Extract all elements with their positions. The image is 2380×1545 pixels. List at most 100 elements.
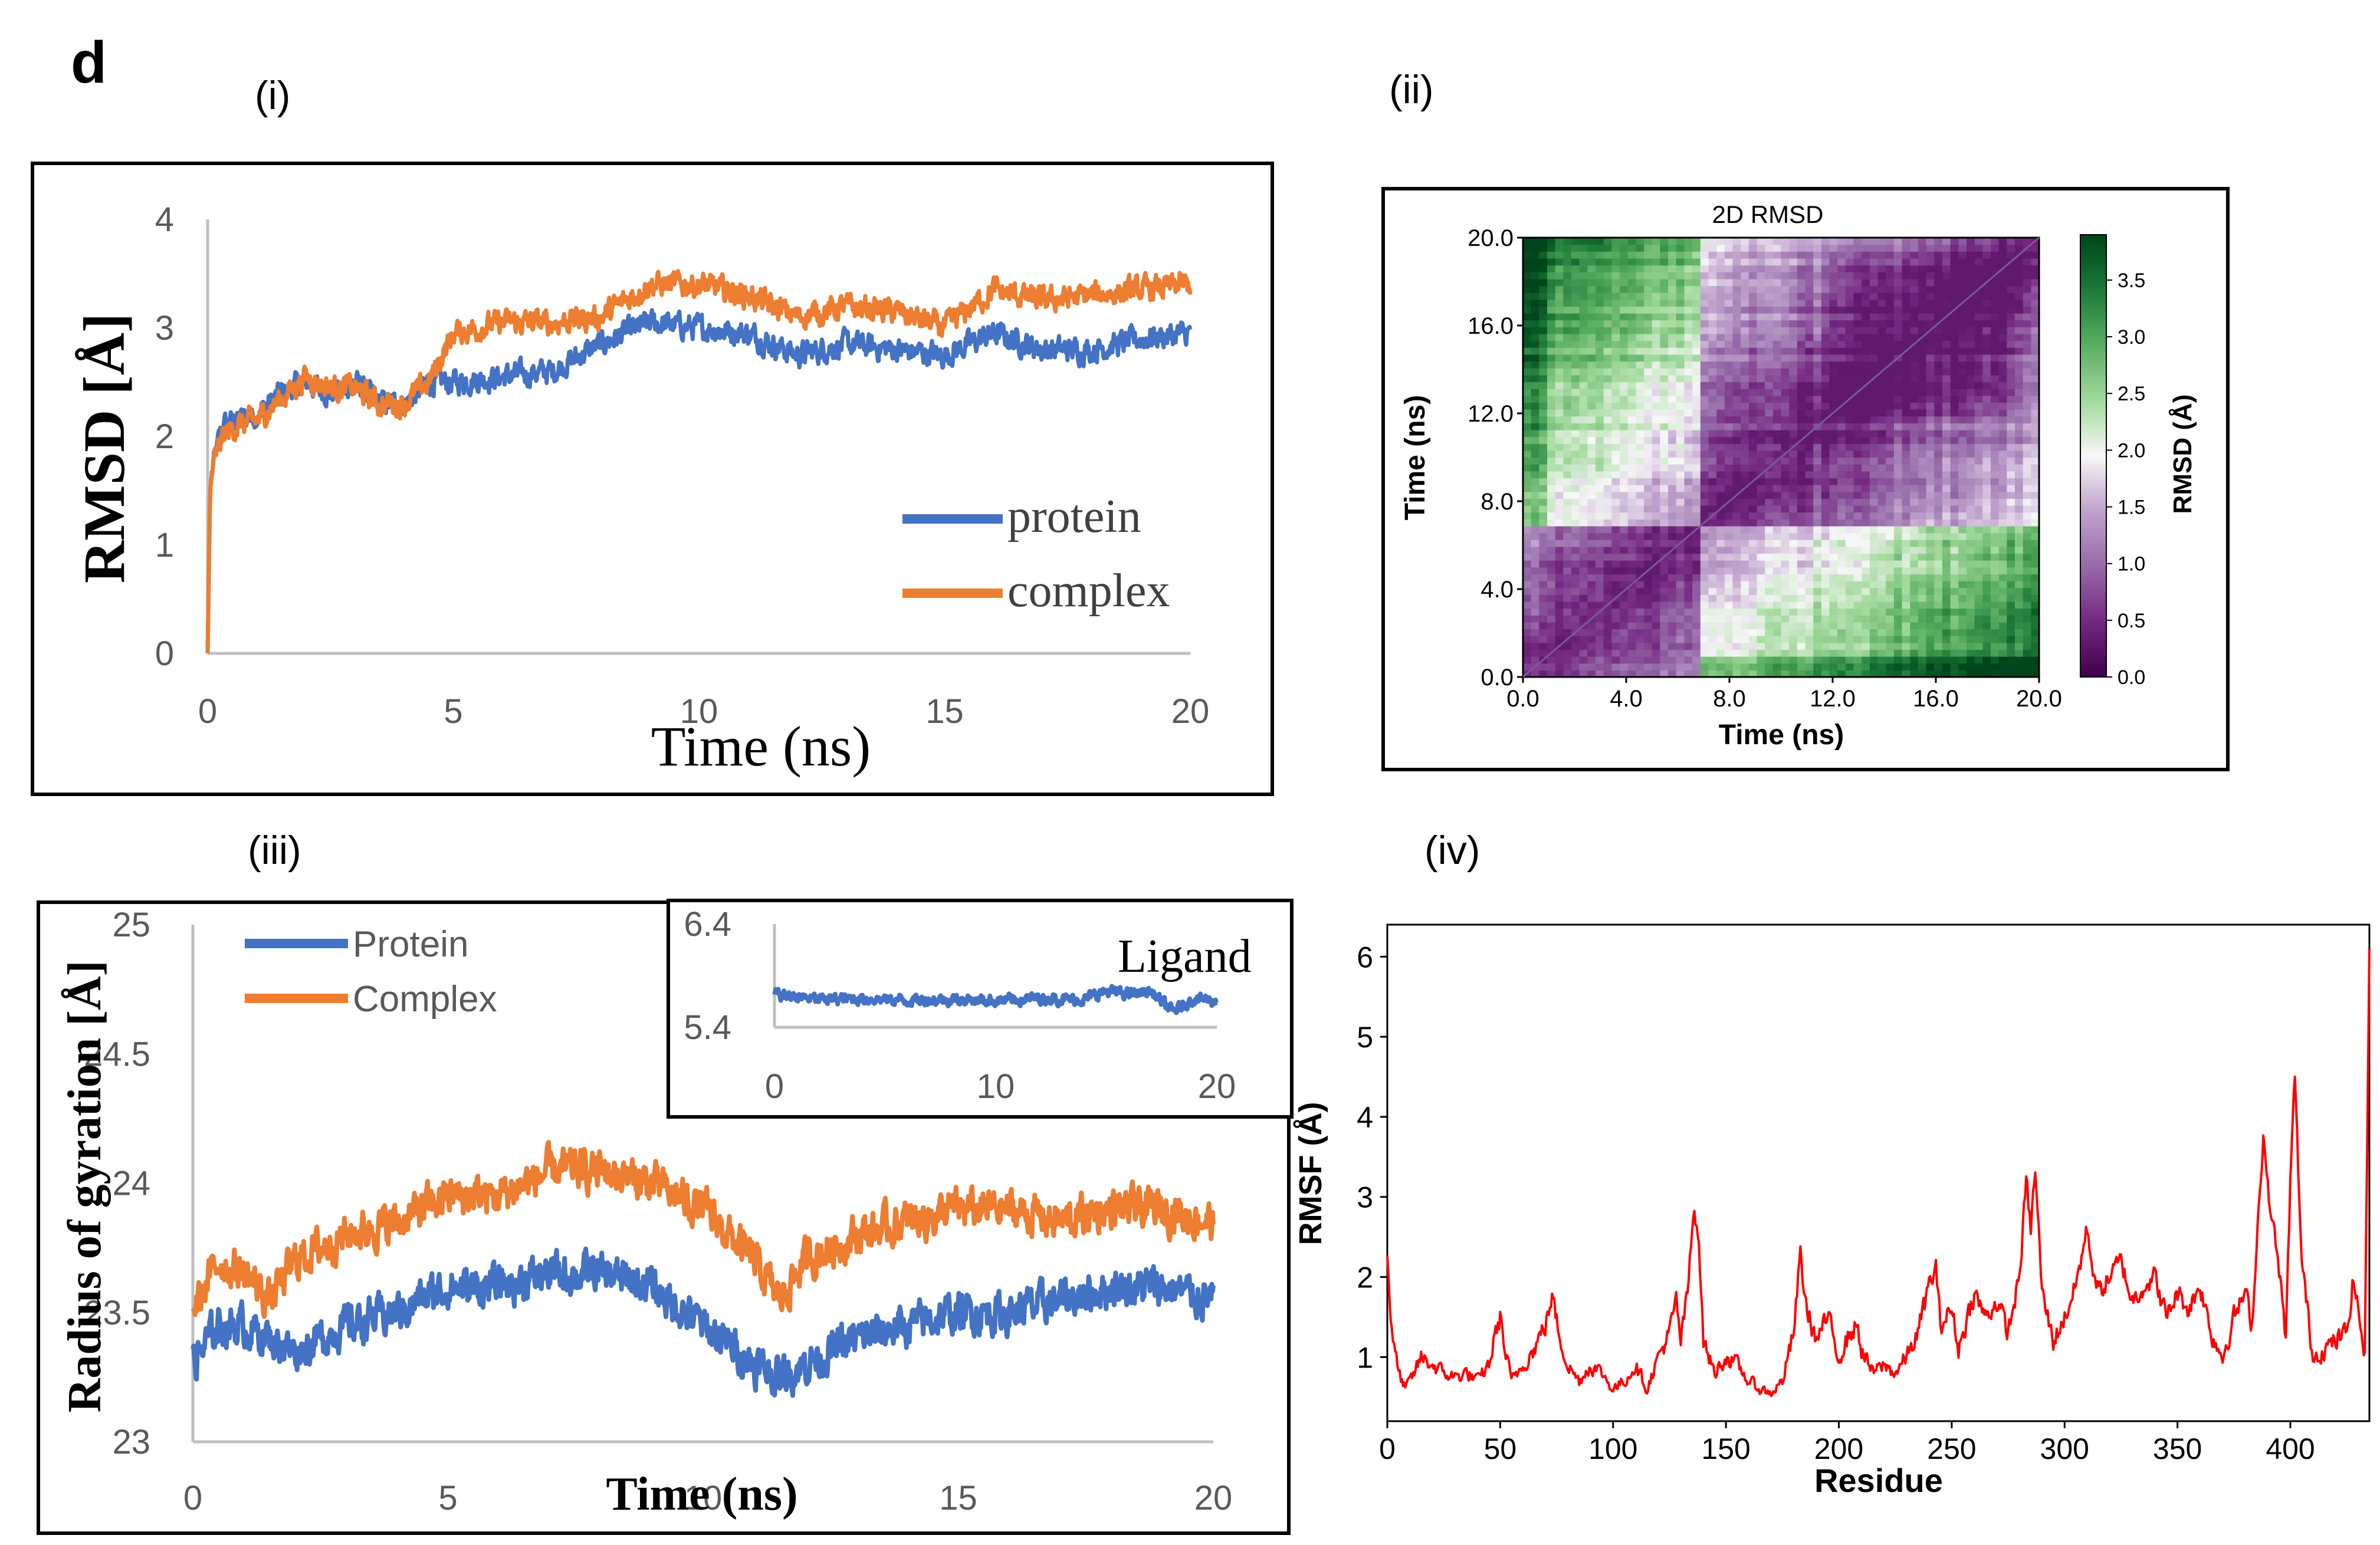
- heatmap-cell: [1700, 512, 1709, 520]
- heatmap-cell: [2031, 395, 2040, 403]
- heatmap-cell: [1974, 608, 1983, 616]
- heatmap-cell: [1692, 656, 1701, 664]
- heatmap-cell: [2031, 429, 2040, 438]
- heatmap-cell: [2014, 498, 2024, 506]
- heatmap-cell: [1862, 485, 1870, 492]
- heatmap-cell: [1942, 642, 1951, 650]
- heatmap-cell: [1531, 299, 1539, 307]
- heatmap-cell: [1732, 416, 1741, 423]
- heatmap-cell: [1877, 299, 1886, 307]
- heatmap-cell: [1620, 649, 1629, 657]
- heatmap-cell: [1877, 347, 1886, 355]
- heatmap-cell: [1982, 395, 1991, 403]
- heatmap-cell: [1596, 512, 1604, 520]
- heatmap-cell: [1660, 505, 1669, 513]
- heatmap-cell: [1587, 436, 1596, 444]
- heatmap-cell: [1902, 409, 1910, 417]
- heatmap-cell: [1789, 354, 1798, 362]
- heatmap-cell: [1708, 409, 1717, 417]
- heatmap-cell: [1627, 567, 1636, 574]
- heatmap-cell: [1950, 594, 1959, 602]
- heatmap-cell: [1652, 389, 1661, 396]
- heatmap-cell: [2023, 238, 2031, 245]
- heatmap-cell: [1748, 313, 1758, 321]
- heatmap-cell: [1797, 574, 1806, 581]
- heatmap-cell: [1982, 608, 1991, 616]
- heatmap-cell: [2023, 670, 2031, 678]
- heatmap-cell: [1523, 525, 1532, 534]
- heatmap-cell: [1926, 642, 1935, 650]
- heatmap-cell: [1990, 313, 2000, 321]
- heatmap-cell: [1942, 327, 1951, 334]
- heatmap-cell: [1676, 553, 1685, 561]
- heatmap-cell: [2031, 265, 2040, 272]
- heatmap-cell: [1748, 251, 1758, 259]
- heatmap-cell: [1716, 546, 1725, 554]
- heatmap-cell: [1893, 464, 1903, 472]
- heatmap-cell: [1732, 374, 1741, 383]
- heatmap-cell: [1845, 251, 1854, 259]
- heatmap-cell: [1862, 663, 1870, 670]
- heatmap-cell: [1772, 615, 1782, 623]
- heatmap-cell: [1910, 333, 1919, 341]
- heatmap-cell: [2007, 546, 2015, 554]
- heatmap-cell: [1620, 272, 1629, 280]
- heatmap-cell: [1563, 361, 1572, 369]
- heatmap-cell: [2023, 485, 2031, 492]
- heatmap-cell: [1797, 670, 1806, 678]
- heatmap-cell: [1644, 409, 1653, 417]
- heatmap-cell: [1886, 471, 1895, 479]
- heatmap-cell: [1902, 656, 1910, 664]
- heatmap-cell: [1845, 587, 1854, 595]
- heatmap-cell: [1902, 258, 1910, 266]
- heatmap-cell: [2031, 361, 2040, 369]
- heatmap-cell: [1716, 313, 1725, 321]
- heatmap-cell: [1797, 333, 1806, 341]
- rmsd2d-x-tick-label: 12.0: [1810, 686, 1856, 712]
- heatmap-cell: [1772, 608, 1782, 616]
- heatmap-cell: [1821, 354, 1830, 362]
- heatmap-cell: [1950, 587, 1959, 595]
- heatmap-cell: [1563, 457, 1572, 465]
- heatmap-cell: [1596, 347, 1604, 355]
- heatmap-cell: [1684, 663, 1693, 670]
- heatmap-cell: [1966, 443, 1975, 451]
- heatmap-cell: [1837, 416, 1846, 423]
- heatmap-cell: [1611, 395, 1620, 403]
- heatmap-cell: [1942, 512, 1951, 520]
- heatmap-cell: [1765, 429, 1774, 438]
- heatmap-cell: [1596, 546, 1604, 554]
- heatmap-cell: [1627, 409, 1636, 417]
- heatmap-cell: [1877, 429, 1886, 438]
- heatmap-cell: [1781, 587, 1790, 595]
- heatmap-cell: [1716, 327, 1725, 334]
- heatmap-cell: [1531, 485, 1539, 492]
- rmsd2d-colorbar-tick-label: 0.5: [2118, 610, 2145, 632]
- heatmap-cell: [1660, 663, 1669, 670]
- heatmap-cell: [1837, 464, 1846, 472]
- heatmap-cell: [1652, 594, 1661, 602]
- heatmap-cell: [1571, 423, 1580, 430]
- heatmap-cell: [2023, 498, 2031, 506]
- heatmap-cell: [1716, 409, 1725, 417]
- heatmap-cell: [1636, 553, 1644, 561]
- heatmap-cell: [1853, 505, 1862, 513]
- heatmap-cell: [1708, 374, 1717, 383]
- heatmap-cell: [1636, 581, 1644, 589]
- heatmap-cell: [1563, 567, 1572, 574]
- heatmap-cell: [1741, 327, 1749, 334]
- heatmap-cell: [1708, 429, 1717, 438]
- heatmap-cell: [1652, 395, 1661, 403]
- heatmap-cell: [1587, 471, 1596, 479]
- heatmap-cell: [1934, 382, 1943, 389]
- heatmap-cell: [1789, 251, 1798, 259]
- heatmap-cell: [1741, 416, 1749, 423]
- heatmap-cell: [1772, 265, 1782, 272]
- heatmap-cell: [1684, 540, 1693, 547]
- heatmap-cell: [1934, 560, 1943, 568]
- heatmap-cell: [1547, 601, 1556, 609]
- heatmap-cell: [1926, 278, 1935, 287]
- heatmap-cell: [1893, 436, 1903, 444]
- heatmap-cell: [1958, 416, 1967, 423]
